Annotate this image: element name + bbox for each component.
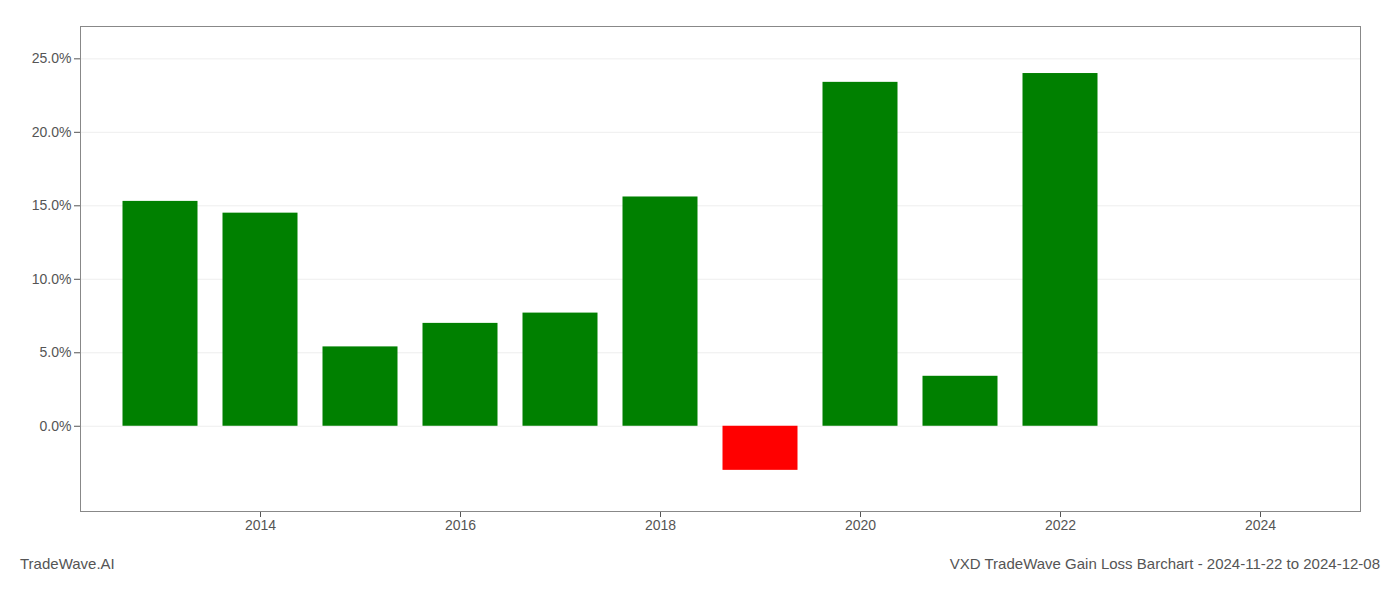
svg-text:0.0%: 0.0% [40, 418, 72, 434]
svg-text:15.0%: 15.0% [32, 197, 72, 213]
svg-text:2024: 2024 [1245, 517, 1276, 533]
svg-text:5.0%: 5.0% [40, 344, 72, 360]
html-text:TradeWave.AI: TradeWave.AI [20, 555, 115, 572]
svg-text:2018: 2018 [645, 517, 676, 533]
html-text:VXD TradeWave Gain Loss Barcha: VXD TradeWave Gain Loss Barchart - 2024-… [949, 555, 1380, 572]
svg-text:20.0%: 20.0% [32, 124, 72, 140]
svg-text:25.0%: 25.0% [32, 50, 72, 66]
svg-text:2020: 2020 [845, 517, 876, 533]
svg-text:10.0%: 10.0% [32, 271, 72, 287]
svg-text:2014: 2014 [245, 517, 276, 533]
svg-text:2016: 2016 [445, 517, 476, 533]
svg-text:2022: 2022 [1045, 517, 1076, 533]
